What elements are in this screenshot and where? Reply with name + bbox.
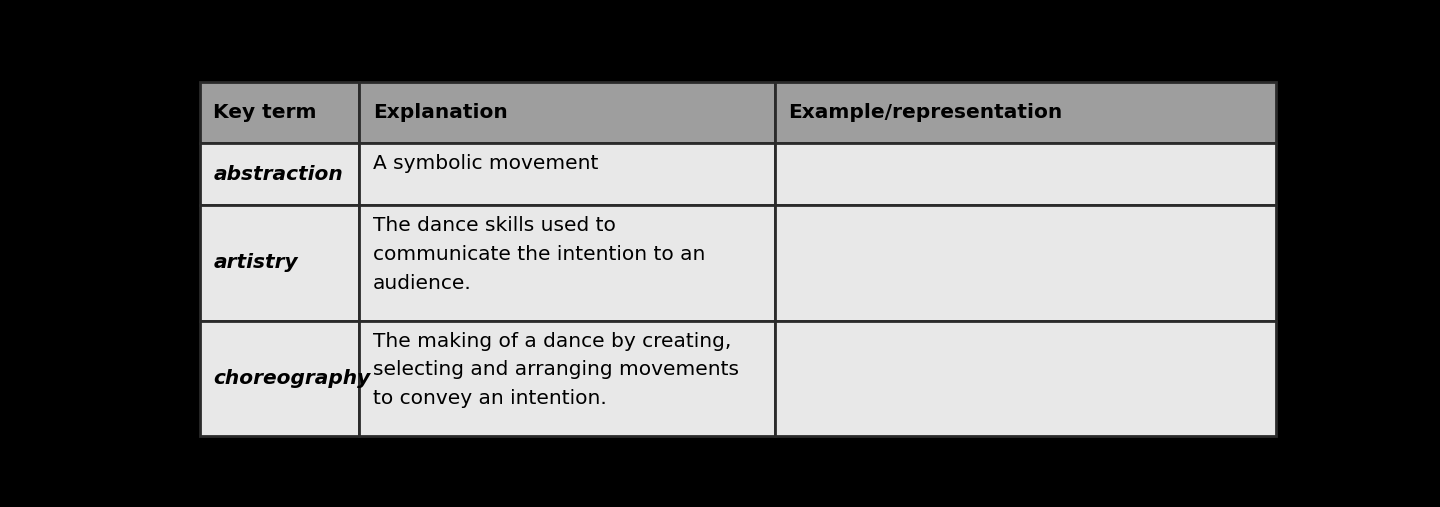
Text: artistry: artistry <box>213 254 298 272</box>
Bar <box>360 320 775 437</box>
Bar <box>360 205 775 320</box>
Bar <box>775 205 1276 320</box>
Text: Explanation: Explanation <box>373 103 507 122</box>
Text: A symbolic movement: A symbolic movement <box>373 154 598 173</box>
Text: choreography: choreography <box>213 369 370 388</box>
Bar <box>775 82 1276 143</box>
Bar <box>200 320 360 437</box>
Bar <box>775 143 1276 205</box>
Text: abstraction: abstraction <box>213 165 343 184</box>
Bar <box>200 205 360 320</box>
Text: The dance skills used to
communicate the intention to an
audience.: The dance skills used to communicate the… <box>373 216 706 293</box>
Text: The making of a dance by creating,
selecting and arranging movements
to convey a: The making of a dance by creating, selec… <box>373 332 739 408</box>
Bar <box>200 143 360 205</box>
Bar <box>360 82 775 143</box>
Text: Key term: Key term <box>213 103 317 122</box>
Bar <box>360 143 775 205</box>
Bar <box>775 320 1276 437</box>
Bar <box>200 82 360 143</box>
Text: Example/representation: Example/representation <box>788 103 1063 122</box>
